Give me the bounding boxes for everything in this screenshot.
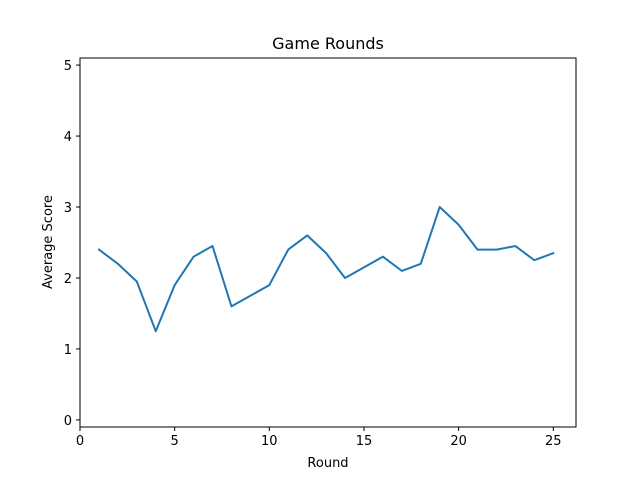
series-line (97, 206, 555, 333)
y-axis-label: Average Score (41, 195, 56, 289)
y-tick-label: 4 (64, 130, 72, 145)
x-tick-label: 15 (356, 434, 373, 449)
y-tick-label: 3 (64, 201, 72, 216)
x-tick-label: 10 (261, 434, 278, 449)
plot-frame (79, 57, 577, 428)
x-axis-label: Round (307, 456, 348, 471)
chart-title: Game Rounds (272, 34, 384, 53)
x-tick-label: 20 (450, 434, 467, 449)
x-tick-label: 25 (545, 434, 562, 449)
x-tick-label: 5 (171, 434, 179, 449)
y-tick-label: 5 (64, 59, 72, 74)
y-tick-label: 1 (64, 343, 72, 358)
x-tick-label: 0 (76, 434, 84, 449)
y-tick-label: 0 (64, 414, 72, 429)
y-tick-label: 2 (64, 272, 72, 287)
